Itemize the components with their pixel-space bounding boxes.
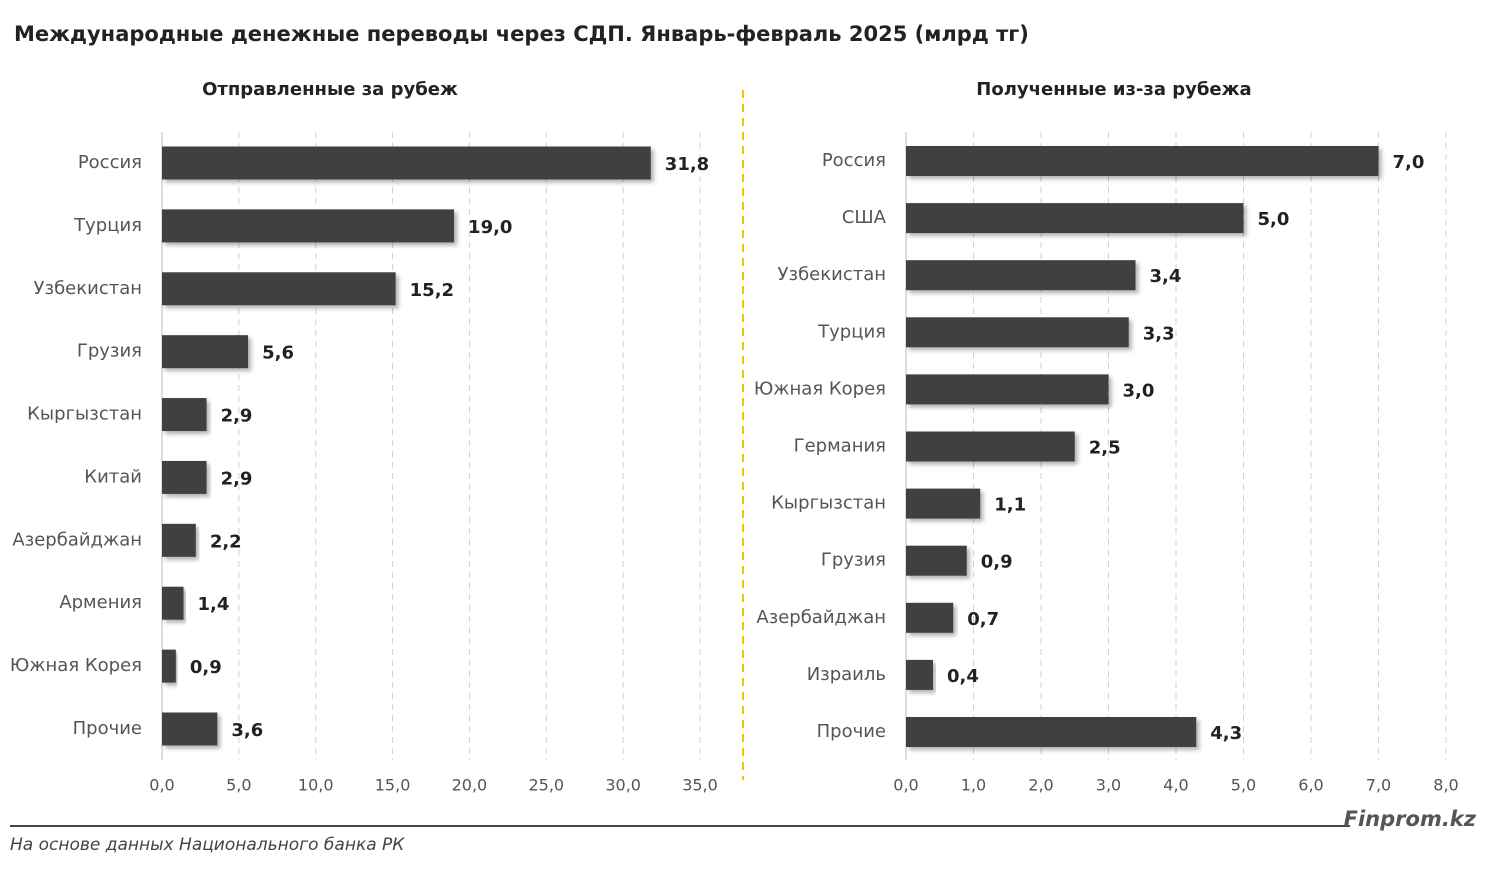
bar: [906, 602, 954, 633]
y-tick-label: Китай: [84, 466, 142, 487]
data-label: 3,6: [231, 720, 263, 741]
x-tick-label: 0,0: [893, 776, 918, 795]
y-tick-label: Узбекистан: [34, 278, 142, 299]
data-label: 2,2: [210, 531, 242, 552]
y-tick-label: Прочие: [73, 718, 142, 739]
bar: [906, 431, 1075, 462]
bar: [906, 545, 967, 576]
x-tick-label: 0,0: [149, 776, 174, 795]
y-tick-label: Южная Корея: [754, 378, 886, 399]
chart-subtitle: Полученные из-за рубежа: [976, 79, 1251, 100]
y-tick-label: Южная Корея: [10, 655, 142, 676]
data-label: 7,0: [1393, 152, 1425, 173]
y-tick-label: Грузия: [77, 341, 142, 362]
bar: [162, 523, 196, 557]
x-tick-label: 8,0: [1433, 776, 1458, 795]
data-label: 3,4: [1150, 266, 1182, 287]
bar: [162, 460, 207, 494]
x-tick-label: 35,0: [682, 776, 718, 795]
y-tick-label: США: [842, 207, 887, 228]
bar: [906, 717, 1197, 747]
y-tick-label: Россия: [822, 150, 886, 171]
data-label: 0,9: [981, 552, 1013, 573]
y-tick-label: Россия: [78, 152, 142, 173]
data-label: 3,0: [1123, 380, 1155, 401]
bar: [162, 649, 176, 683]
bar: [162, 209, 455, 243]
data-label: 1,4: [198, 594, 230, 615]
y-tick-label: Турция: [73, 215, 142, 236]
bar: [906, 317, 1129, 348]
data-label: 3,3: [1143, 323, 1175, 344]
x-tick-label: 20,0: [452, 776, 488, 795]
x-tick-label: 1,0: [961, 776, 986, 795]
data-label: 0,7: [967, 609, 999, 630]
x-tick-label: 15,0: [375, 776, 411, 795]
bar: [162, 146, 651, 180]
bar: [906, 260, 1136, 291]
source: На основе данных Национального банка РК: [10, 835, 405, 855]
bar: [906, 488, 981, 519]
x-tick-label: 10,0: [298, 776, 334, 795]
chart-subtitle: Отправленные за рубеж: [202, 79, 458, 100]
data-label: 4,3: [1210, 723, 1242, 744]
bar: [162, 272, 396, 306]
x-tick-label: 7,0: [1366, 776, 1391, 795]
y-tick-label: Азербайджан: [756, 607, 886, 628]
x-tick-label: 5,0: [226, 776, 251, 795]
bar: [162, 712, 218, 746]
data-label: 15,2: [410, 280, 454, 301]
bar: [162, 398, 207, 432]
x-tick-label: 2,0: [1028, 776, 1053, 795]
y-tick-label: Узбекистан: [778, 264, 886, 285]
y-tick-label: Израиль: [807, 664, 886, 685]
x-tick-label: 6,0: [1298, 776, 1323, 795]
bar: [906, 146, 1379, 176]
x-tick-label: 4,0: [1163, 776, 1188, 795]
bar: [162, 335, 249, 369]
y-tick-label: Турция: [817, 321, 886, 342]
bar: [906, 203, 1244, 234]
y-tick-label: Азербайджан: [12, 529, 142, 550]
data-label: 2,5: [1089, 438, 1121, 459]
y-tick-label: Кыргызстан: [771, 493, 886, 514]
data-label: 0,9: [190, 657, 222, 678]
bar: [906, 659, 933, 690]
y-tick-label: Армения: [59, 592, 142, 613]
y-tick-label: Германия: [794, 436, 886, 457]
y-tick-label: Кыргызстан: [27, 404, 142, 425]
y-tick-label: Грузия: [821, 550, 886, 571]
x-tick-label: 3,0: [1096, 776, 1121, 795]
x-tick-label: 25,0: [528, 776, 564, 795]
bar: [162, 586, 184, 620]
data-label: 5,0: [1258, 209, 1290, 230]
data-label: 19,0: [468, 217, 512, 238]
x-tick-label: 30,0: [605, 776, 641, 795]
data-label: 5,6: [262, 343, 294, 364]
brand: Finprom.kz: [1344, 807, 1477, 831]
bar: [906, 374, 1109, 405]
data-label: 1,1: [994, 495, 1026, 516]
data-label: 2,9: [221, 468, 253, 489]
data-label: 0,4: [947, 666, 979, 687]
title: Международные денежные переводы через СД…: [14, 22, 1029, 46]
data-label: 2,9: [221, 406, 253, 427]
x-tick-label: 5,0: [1231, 776, 1256, 795]
y-tick-label: Прочие: [817, 721, 886, 742]
data-label: 31,8: [665, 154, 709, 175]
